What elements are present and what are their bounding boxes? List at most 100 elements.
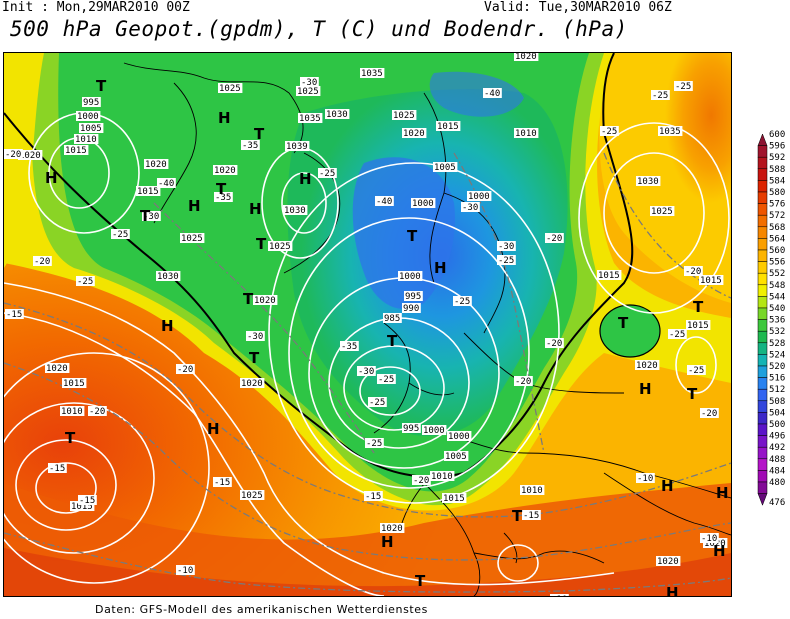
pressure-label-bg: [240, 490, 265, 500]
pressure-label-bg: [296, 86, 321, 96]
temperature-label: -25: [454, 297, 470, 307]
temperature-label: -15: [214, 478, 230, 488]
high-marker: H: [249, 200, 262, 218]
pressure-label-bg: [658, 126, 683, 136]
temperature-label-bg: [545, 338, 564, 348]
temperature-label-bg: [4, 149, 23, 159]
temperature-label: -25: [366, 439, 382, 449]
eastern-cold-blob: [599, 304, 661, 358]
temperature-label-bg: [375, 196, 394, 206]
low-marker: T: [693, 298, 704, 316]
high-marker: H: [666, 584, 679, 596]
pressure-label: 1000: [412, 199, 434, 209]
legend-value: 520: [769, 362, 785, 372]
temperature-label-bg: [550, 594, 569, 596]
pressure-label: 1020: [381, 524, 403, 534]
pressure-label-bg: [60, 406, 85, 416]
low-marker: T: [140, 207, 151, 225]
pressure-label-bg: [62, 378, 87, 388]
legend-swatch: [757, 446, 768, 460]
pressure-label-bg: [76, 111, 101, 121]
legend-swatch: [757, 354, 768, 367]
pressure-label-bg: [404, 291, 423, 301]
temperature-label-bg: [111, 229, 130, 239]
temperature-label: -35: [215, 193, 231, 203]
pressure-label-bg: [430, 471, 455, 481]
pressure-label: 1035: [299, 114, 321, 124]
pressure-label-bg: [699, 275, 724, 285]
temperature-label-bg: [600, 126, 619, 136]
pressure-label-bg: [268, 241, 293, 251]
legend-value: 508: [769, 397, 785, 407]
low-marker: T: [96, 77, 107, 95]
temperature-label-bg: [461, 202, 480, 212]
temperature-label-bg: [357, 366, 376, 376]
legend-value: 484: [769, 466, 785, 476]
legend-value: 528: [769, 339, 785, 349]
pressure-label-bg: [686, 320, 711, 330]
temperature-label: -20: [685, 267, 701, 277]
pressure-label-bg: [656, 556, 681, 566]
temperature-label-bg: [176, 364, 195, 374]
legend-value: 600: [769, 130, 785, 140]
legend-swatch: [757, 307, 768, 320]
temperature-label: -10: [177, 566, 193, 576]
legend-value: 576: [769, 200, 785, 210]
pressure-label: 1039: [286, 142, 308, 152]
low-marker: T: [65, 429, 76, 447]
legend-value: 564: [769, 234, 785, 244]
legend-swatch: [757, 470, 768, 483]
low-marker: T: [387, 332, 398, 350]
legend-value: 480: [769, 478, 785, 488]
temperature-label: -30: [247, 332, 263, 342]
temperature-label-bg: [497, 241, 516, 251]
legend-swatch: [757, 191, 768, 204]
pressure-label: 995: [405, 292, 421, 302]
map-title: 500 hPa Geopot.(gpdm), T (C) und Bodendr…: [10, 17, 628, 41]
pressure-label-bg: [283, 205, 308, 215]
pressure-label-bg: [650, 206, 675, 216]
legend-value: 552: [769, 269, 785, 279]
pressure-label: 1025: [219, 84, 241, 94]
pressure-label: 1030: [326, 110, 348, 120]
temperature-label: -35: [242, 141, 258, 151]
pressure-label-bg: [298, 113, 323, 123]
pressure-label: 1005: [445, 452, 467, 462]
temperature-label-bg: [241, 140, 260, 150]
pressure-label: 1015: [71, 502, 93, 512]
pressure-label: 1015: [65, 146, 87, 156]
pressure-label: 1015: [598, 271, 620, 281]
pressure-label-bg: [436, 121, 461, 131]
cold-core-north: [429, 71, 524, 117]
legend-value: 596: [769, 142, 785, 152]
pressure-label: 1000: [468, 192, 490, 202]
legend-swatch: [757, 493, 768, 506]
pressure-label-bg: [79, 123, 104, 133]
temperature-label: -25: [652, 91, 668, 101]
cold-core-center: [352, 157, 455, 309]
legend-swatch: [757, 412, 768, 425]
pressure-label-bg: [635, 360, 660, 370]
temperature-label: -20: [546, 339, 562, 349]
pressure-label-bg: [514, 53, 539, 61]
pressure-label: 1005: [434, 163, 456, 173]
legend-swatch: [757, 330, 768, 344]
legend-value: 548: [769, 281, 785, 291]
legend-swatch: [757, 296, 768, 309]
legend-swatch: [757, 156, 768, 170]
legend-value: 592: [769, 153, 785, 163]
southern-hot-band: [4, 548, 731, 596]
pressure-label-bg: [74, 134, 99, 144]
legend-value: 580: [769, 188, 785, 198]
pressure-label-bg: [467, 191, 492, 201]
pressure-label: 1000: [399, 272, 421, 282]
legend-value: 524: [769, 350, 785, 360]
high-marker: H: [45, 169, 58, 187]
low-marker: T: [243, 290, 254, 308]
low-marker: T: [254, 125, 265, 143]
pressure-label-bg: [398, 271, 423, 281]
legend-swatch: [757, 365, 768, 378]
legend-value: 568: [769, 223, 785, 233]
temperature-label-bg: [651, 90, 670, 100]
